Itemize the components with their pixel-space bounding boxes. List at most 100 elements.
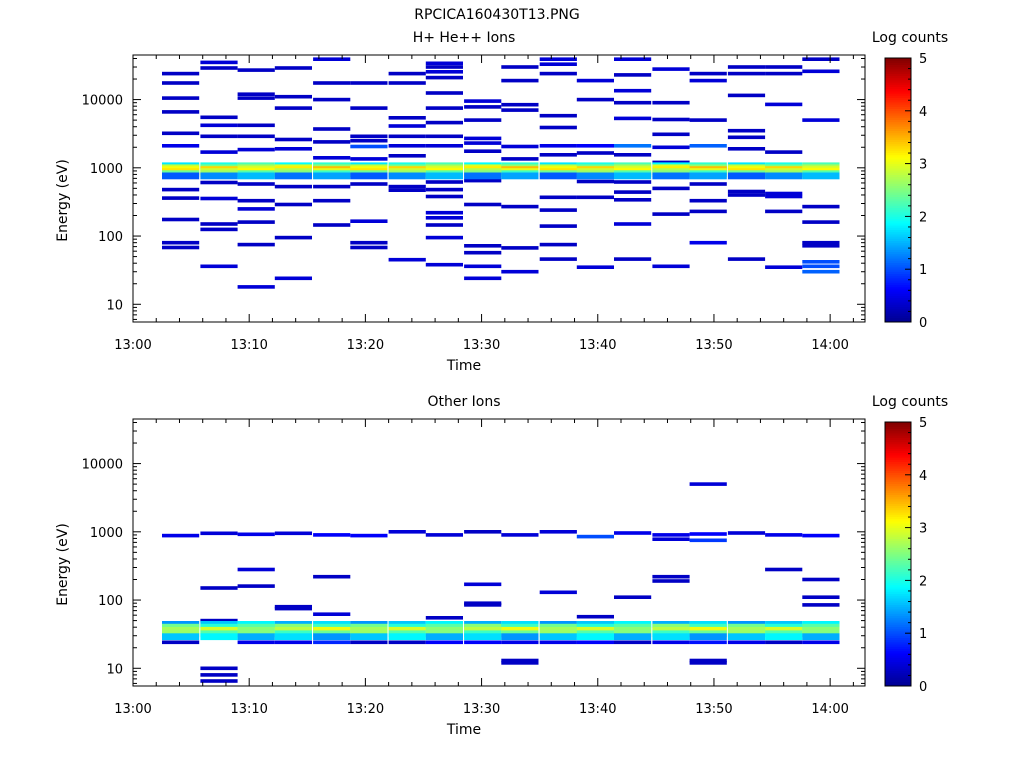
heatmap-cell [802,533,840,538]
colorbar-step [885,317,911,321]
heatmap-cell [765,102,803,107]
heatmap-cell [614,88,652,93]
heatmap-cell [425,70,463,74]
colorbar-step [885,620,911,623]
heatmap-cell [614,57,652,61]
heatmap-cell [501,640,539,645]
colorbar-step [885,639,911,643]
heatmap-cell [162,144,200,148]
colorbar-tick-label: 2 [919,574,927,589]
heatmap-cell [313,574,351,579]
heatmap-cell [765,533,803,537]
heatmap-band-cell [802,633,840,641]
x-tick-label: 13:30 [463,702,500,717]
heatmap-cell [237,532,275,537]
heatmap-cell [425,75,463,80]
heatmap-band-cell [237,626,275,634]
x-tick-label: 13:10 [230,702,267,717]
colorbar-step [885,661,911,665]
heatmap-band-cell [802,172,840,180]
colorbar-step [885,190,911,193]
heatmap-cell [765,150,803,154]
colorbar-step [885,247,911,250]
colorbar-step [885,275,911,279]
heatmap-cell [350,81,388,85]
heatmap-cell [576,97,614,102]
colorbar-step [885,113,911,116]
heatmap-cell [162,240,200,245]
heatmap-cell [576,179,614,184]
colorbar-step [885,609,911,612]
colorbar-step [885,95,911,98]
heatmap-band-cell [464,633,502,641]
heatmap-cell [200,222,238,226]
heatmap-cell [200,618,238,623]
heatmap-cell [200,227,238,232]
heatmap-cell [200,196,238,201]
colorbar-step [885,176,911,180]
colorbar-step [885,289,911,292]
colorbar-step [885,536,911,539]
heatmap-cell [425,210,463,215]
colorbar-step [885,150,911,153]
heatmap-cell [313,640,351,645]
colorbar-step [885,637,911,641]
heatmap-cell [274,235,312,240]
heatmap-cell [388,124,426,128]
colorbar-step [885,494,911,498]
heatmap-cell [614,198,652,202]
heatmap-cell [200,123,238,128]
colorbar-step [885,580,911,583]
heatmap-cell [652,640,690,645]
heatmap-band-cell [765,172,803,180]
heatmap-cell [425,533,463,537]
colorbar-step [885,258,911,261]
heatmap-cell [464,530,502,534]
colorbar-step [885,278,911,281]
colorbar-step [885,672,911,676]
heatmap-cell [274,531,312,536]
colorbar-step [885,534,911,537]
colorbar-step [885,110,911,114]
x-tick-label: 13:20 [347,702,384,717]
colorbar-step [885,185,911,189]
colorbar-step [885,212,911,215]
heatmap-band-cell [652,626,690,634]
x-tick-label: 13:50 [695,338,732,353]
colorbar-step [885,540,911,544]
heatmap-cell [727,65,766,69]
heatmap-cell [765,194,803,199]
colorbar-step [885,664,911,667]
heatmap-band-cell [350,172,388,180]
heatmap-cell [464,250,502,255]
heatmap-band-cell [652,633,690,641]
heatmap-cell [652,132,690,137]
colorbar-label: Log counts [872,394,948,410]
colorbar-step [885,249,911,252]
heatmap-cell [802,260,840,264]
colorbar-step [885,631,911,634]
x-tick-label: 13:10 [230,338,267,353]
heatmap-cell [162,187,200,192]
heatmap-cell [802,577,840,582]
heatmap-cell [425,616,463,620]
heatmap-band-cell [237,633,275,641]
colorbar-step [885,496,911,500]
heatmap-cell [200,264,238,269]
heatmap-band-cell [388,626,426,634]
x-tick-label: 14:00 [811,702,848,717]
colorbar-step [885,205,911,208]
y-tick-label: 100 [98,230,123,245]
x-tick-label: 14:00 [811,338,848,353]
heatmap-cell [200,150,238,154]
colorbar-step [885,245,911,248]
heatmap-cell [802,204,840,209]
heatmap-cell [576,534,614,539]
heatmap-cell [689,538,727,543]
colorbar-step [885,646,911,649]
colorbar-step [885,251,911,255]
colorbar-step [885,532,911,535]
colorbar-step [885,565,911,568]
colorbar-step [885,547,911,550]
heatmap-cell [237,198,275,203]
